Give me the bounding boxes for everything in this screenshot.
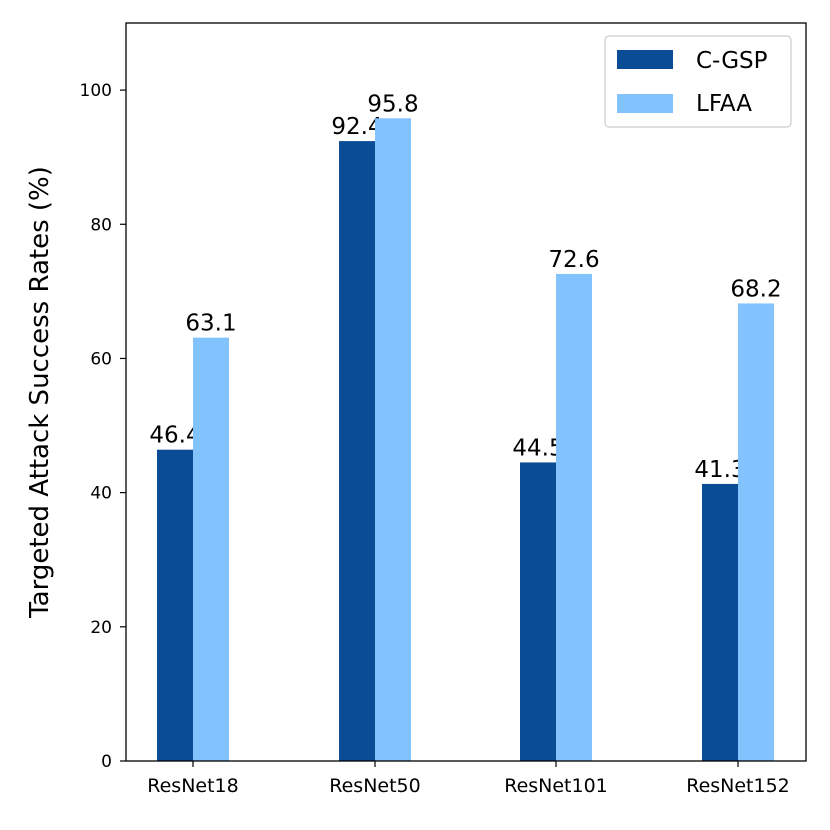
y-tick-label-60: 60 (90, 349, 112, 369)
y-tick-label-40: 40 (90, 484, 112, 504)
x-tick-label-resnet101: ResNet101 (504, 775, 608, 797)
value-label-c-gsp-resnet101: 44.5 (512, 435, 563, 461)
legend: C-GSP LFAA (604, 35, 792, 128)
bar-c-gsp-resnet18 (157, 449, 193, 761)
value-label-lfaa-resnet18: 63.1 (185, 311, 236, 337)
x-tick-label-resnet152: ResNet152 (686, 775, 790, 797)
y-axis-label: Targeted Attack Success Rates (%) (25, 166, 55, 619)
bar-lfaa-resnet152 (738, 303, 774, 761)
y-tick-label-100: 100 (80, 81, 112, 101)
bar-c-gsp-resnet101 (520, 462, 556, 761)
bar-lfaa-resnet18 (193, 337, 229, 761)
y-tick-label-0: 0 (101, 752, 112, 772)
legend-swatch-lfaa (617, 94, 673, 113)
y-tick-label-20: 20 (90, 618, 112, 638)
x-tick-label-resnet18: ResNet18 (147, 775, 238, 797)
plot-area: 46.4 63.1 92.495.8 44.5 72.6 41.3 68.2 (149, 91, 782, 761)
x-tick-label-resnet50: ResNet50 (329, 775, 420, 797)
value-label-c-gsp-resnet152: 41.3 (694, 457, 745, 483)
axes-frame (125, 22, 807, 762)
legend-swatch-c-gsp (617, 50, 673, 69)
bar-lfaa-resnet50 (375, 118, 411, 761)
bar-c-gsp-resnet152 (702, 483, 738, 761)
x-axis: ResNet18 ResNet50 ResNet101 ResNet152 (147, 761, 790, 797)
bar-lfaa-resnet101 (556, 273, 592, 761)
legend-label-c-gsp: C-GSP (696, 48, 768, 74)
y-tick-label-80: 80 (90, 215, 112, 235)
legend-label-lfaa: LFAA (696, 91, 752, 117)
value-label-c-gsp-resnet50: 92.4 (331, 114, 382, 140)
value-label-lfaa-resnet101: 72.6 (548, 247, 599, 273)
value-label-c-gsp-resnet18: 46.4 (149, 423, 200, 449)
y-axis: 0 20 40 60 80 100 (80, 81, 126, 772)
bar-c-gsp-resnet50 (339, 141, 375, 761)
value-label-lfaa-resnet50: 95.8 (367, 91, 418, 117)
value-label-lfaa-resnet152: 68.2 (730, 276, 781, 302)
